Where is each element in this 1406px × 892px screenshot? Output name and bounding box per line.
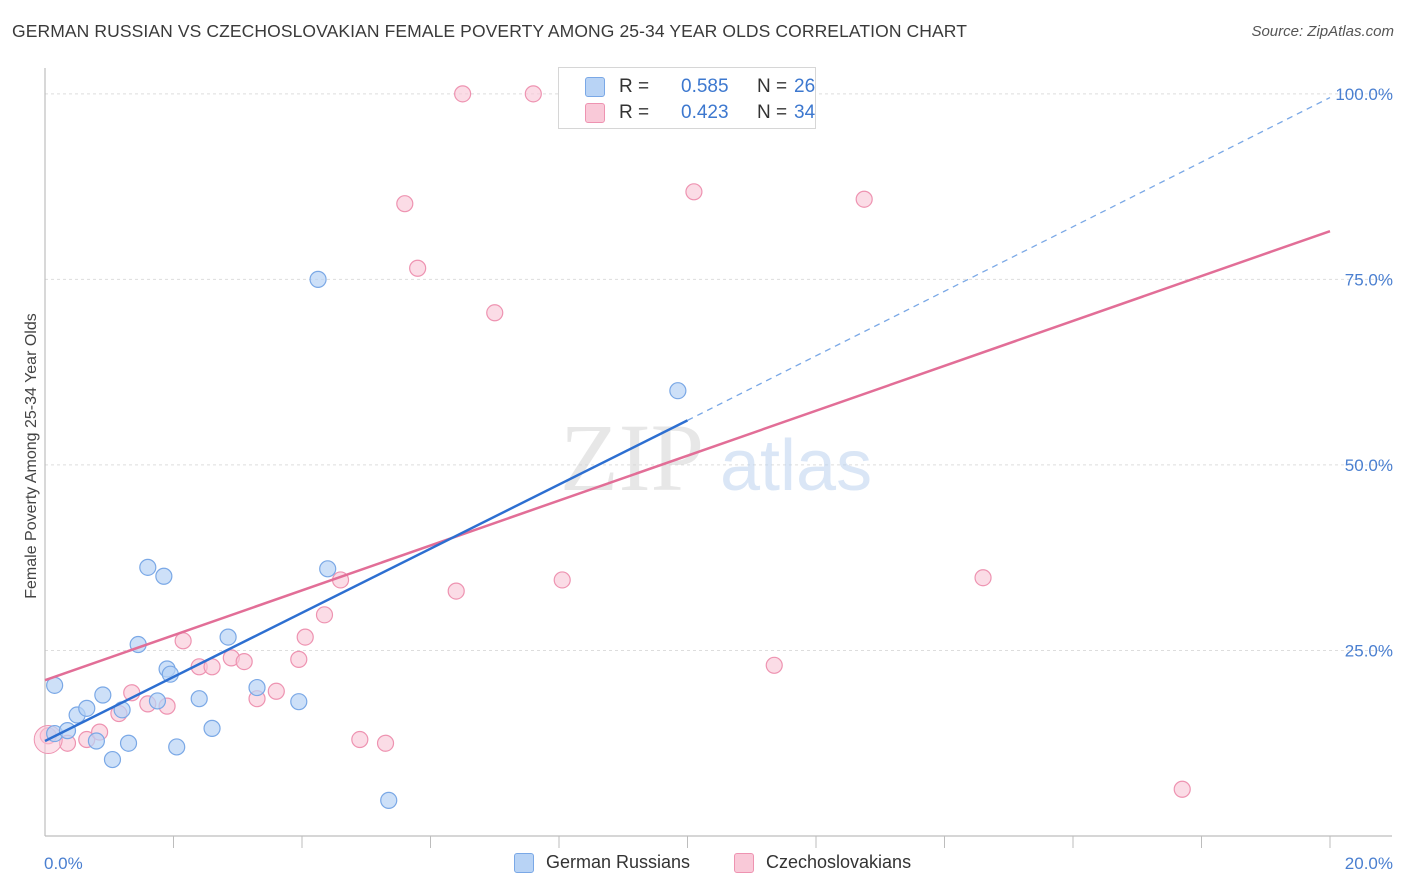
german-russians-point [119, 734, 138, 752]
czechoslovakians-point [396, 195, 414, 213]
czechoslovakians-point [486, 304, 504, 322]
czechoslovakians-point [855, 190, 873, 208]
y-tick-label: 100.0% [1335, 85, 1393, 104]
bottom-legend-label: Czechoslovakians [766, 852, 912, 872]
czechoslovakians-point [447, 582, 465, 600]
czechoslovakians-point [553, 571, 571, 589]
czechoslovakians-point [296, 628, 314, 646]
german-russians-point [94, 686, 112, 704]
czechoslovakians-point [351, 730, 369, 749]
correlation-legend: R = 0.585 N = 26 R = 0.423 N = 34 [558, 67, 816, 129]
y-axis-label: Female Poverty Among 25-34 Year Olds [23, 313, 40, 599]
chart-title: GERMAN RUSSIAN VS CZECHOSLOVAKIAN FEMALE… [12, 21, 968, 41]
x-tick-label: 20.0% [1345, 854, 1393, 873]
legend-swatch-pink [585, 103, 605, 123]
german-russians-point [319, 560, 337, 578]
czechoslovakians-point [174, 632, 192, 650]
german-russians-point [139, 558, 157, 576]
czechoslovakians-point [454, 85, 472, 103]
german-russians-point [248, 678, 266, 697]
legend-n-label: N = [757, 76, 788, 97]
bottom-legend-swatch-blue [514, 853, 534, 873]
german-russians-points [46, 270, 687, 809]
german-russians-point [148, 692, 167, 710]
german-russians-trend-extension [687, 96, 1331, 421]
x-tick-label: 0.0% [44, 854, 83, 873]
german-russians-point [380, 791, 398, 809]
legend-n-label: N = [757, 102, 788, 123]
german-russians-point [78, 699, 96, 717]
czechoslovakians-point [376, 734, 395, 752]
axes-layer [44, 68, 1392, 848]
y-tick-label: 75.0% [1345, 270, 1393, 289]
trend-lines [44, 96, 1331, 743]
czechoslovakians-point [409, 259, 427, 277]
source-label: Source: ZipAtlas.com [1251, 23, 1394, 40]
czechoslovakians-point [974, 569, 992, 587]
german-russians-point [290, 693, 308, 711]
czechoslovakians-point [315, 606, 334, 624]
german-russians-trend-line [44, 419, 689, 743]
legend-r-label: R = [619, 76, 650, 97]
legend-r-value-blue: 0.585 [681, 76, 729, 97]
legend-r-value-pink: 0.423 [681, 102, 729, 123]
german-russians-point [309, 270, 327, 288]
german-russians-point [203, 719, 221, 737]
watermark-atlas: atlas [720, 426, 872, 506]
legend-n-value-blue: 26 [794, 76, 816, 97]
watermark: ZIP atlas [560, 404, 872, 511]
czechoslovakians-point [235, 652, 253, 671]
y-tick-label: 25.0% [1345, 641, 1393, 660]
grid-layer [45, 93, 1392, 651]
czechoslovakians-point [524, 85, 542, 103]
bottom-legend-swatch-pink [734, 853, 754, 873]
bottom-legend-label: German Russians [546, 852, 691, 872]
german-russians-point [155, 567, 173, 585]
czechoslovakians-trend-line [44, 229, 1331, 682]
tick-labels: 25.0% 50.0% 75.0% 100.0% 0.0% 20.0% [44, 85, 1393, 873]
german-russians-point [103, 750, 122, 769]
czechoslovakians-point [267, 682, 285, 700]
czechoslovakians-point [765, 656, 783, 674]
german-russians-point [87, 732, 106, 750]
german-russians-point [190, 690, 208, 708]
czechoslovakians-point [685, 183, 703, 201]
german-russians-point [669, 382, 687, 400]
czechoslovakians-point [290, 650, 308, 668]
czechoslovakians-point [1173, 780, 1191, 798]
german-russians-point [168, 738, 186, 756]
legend-n-value-pink: 34 [794, 102, 816, 123]
legend-swatch-blue [585, 77, 605, 97]
y-tick-label: 50.0% [1345, 456, 1393, 475]
german-russians-point [219, 628, 237, 646]
legend-r-label: R = [619, 102, 650, 123]
